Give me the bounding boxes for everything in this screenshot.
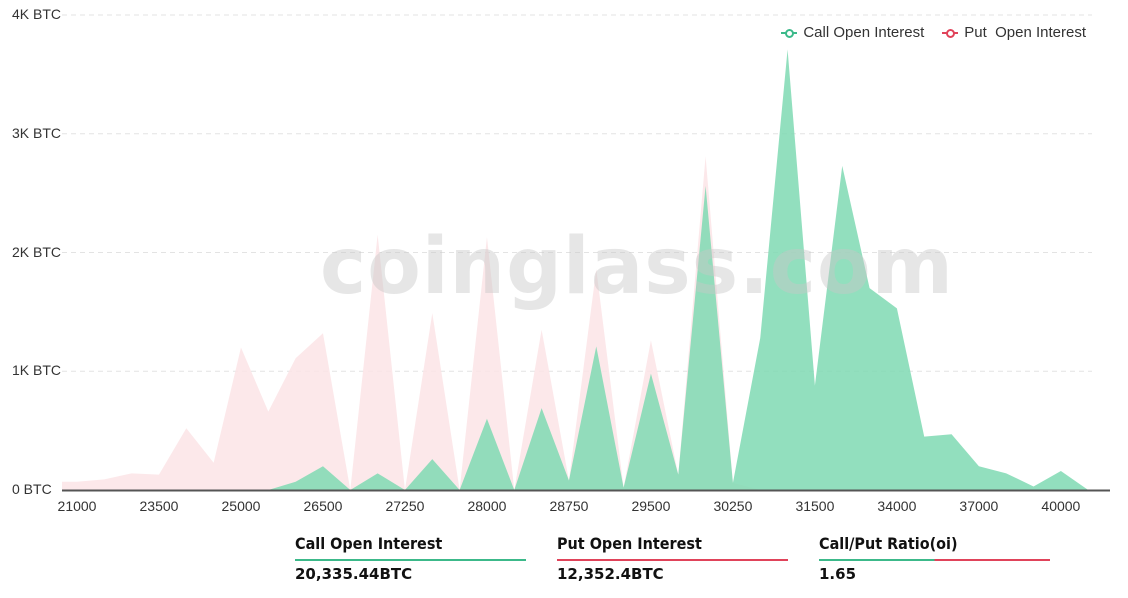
x-tick-label: 28000 [467, 498, 507, 514]
x-tick-label: 29500 [631, 498, 671, 514]
legend-call-label: Call Open Interest [803, 24, 925, 41]
x-tick-label: 28750 [549, 498, 589, 514]
x-tick-label: 27250 [385, 498, 425, 514]
legend-item-call[interactable]: Call Open Interest [781, 24, 924, 41]
x-tick-label: 40000 [1041, 498, 1081, 514]
x-tick-label: 21000 [57, 498, 97, 514]
x-tick-label: 30250 [713, 498, 753, 514]
stat-put-underline [557, 559, 788, 561]
stat-call-open-interest: Call Open Interest 20,335.44BTC [295, 534, 526, 583]
put-open-interest-area[interactable] [62, 156, 1089, 490]
stat-call-value: 20,335.44BTC [295, 565, 413, 583]
stat-ratio-underline [819, 559, 1050, 561]
y-tick-label: 4K BTC [12, 6, 62, 22]
call-series-marker-icon [781, 28, 798, 38]
put-series-marker-icon [942, 28, 959, 38]
legend: Call Open Interest Put Open Interest [781, 24, 1086, 41]
grid-lines [62, 14, 1092, 372]
call-open-interest-area[interactable] [62, 49, 1089, 490]
y-tick-label: 1K BTC [12, 362, 62, 379]
x-tick-label: 25000 [221, 498, 261, 514]
x-tick-label: 31500 [795, 498, 835, 514]
y-tick-label: 3K BTC [12, 124, 62, 141]
stat-put-title: Put Open Interest [557, 534, 702, 553]
stat-put-value: 12,352.4BTC [557, 565, 664, 583]
stat-call-title: Call Open Interest [295, 534, 443, 553]
legend-put-label: Put Open Interest [964, 24, 1086, 41]
x-tick-label: 23500 [139, 498, 179, 514]
x-tick-label: 37000 [959, 498, 999, 514]
x-tick-label: 34000 [877, 498, 917, 514]
x-tick-label: 26500 [303, 498, 343, 514]
stat-ratio-value: 1.65 [819, 565, 857, 583]
summary-stats: Call Open Interest 20,335.44BTC Put Open… [295, 534, 1050, 583]
stat-call-put-ratio: Call/Put Ratio(oi) 1.65 [819, 534, 1050, 583]
stat-put-open-interest: Put Open Interest 12,352.4BTC [557, 534, 788, 583]
stat-call-underline [295, 559, 526, 561]
y-tick-label: 0 BTC [12, 481, 52, 497]
open-interest-chart[interactable] [0, 0, 1128, 520]
legend-item-put[interactable]: Put Open Interest [942, 24, 1086, 41]
stat-ratio-title: Call/Put Ratio(oi) [819, 534, 958, 553]
y-tick-label: 2K BTC [12, 243, 62, 260]
